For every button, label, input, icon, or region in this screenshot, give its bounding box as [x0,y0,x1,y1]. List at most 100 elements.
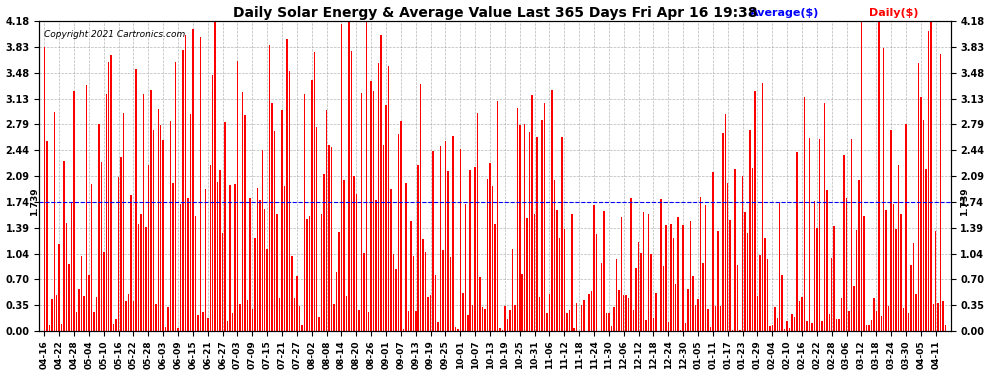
Bar [269,45,270,331]
Bar [717,231,719,331]
Bar [121,157,122,331]
Bar [647,214,649,331]
Bar [44,47,46,331]
Bar [195,216,196,331]
Bar [606,313,607,331]
Bar [175,62,176,331]
Bar [791,314,793,331]
Bar [537,137,538,331]
Bar [553,180,555,331]
Bar [641,253,642,331]
Bar [514,305,516,331]
Bar [126,301,127,331]
Bar [405,183,407,331]
Bar [504,306,506,331]
Bar [519,125,521,331]
Bar [53,112,55,331]
Bar [240,304,241,331]
Bar [593,205,595,331]
Bar [247,300,248,331]
Bar [78,289,80,331]
Bar [928,31,929,331]
Bar [727,183,729,331]
Bar [712,172,714,331]
Bar [771,325,773,331]
Bar [910,265,912,331]
Bar [279,298,280,331]
Bar [829,314,830,331]
Bar [860,21,862,331]
Bar [873,298,874,331]
Bar [301,325,303,331]
Bar [106,94,107,331]
Bar [687,289,689,331]
Bar [237,61,239,331]
Bar [633,310,635,331]
Bar [601,263,602,331]
Bar [472,305,473,331]
Bar [370,81,372,331]
Bar [672,238,674,331]
Bar [235,184,236,331]
Bar [489,163,491,331]
Bar [365,21,367,331]
Bar [756,297,758,331]
Bar [430,295,432,331]
Bar [256,188,258,331]
Bar [814,201,815,331]
Bar [502,330,503,331]
Bar [438,322,439,331]
Bar [358,310,359,331]
Bar [261,150,263,331]
Bar [863,216,864,331]
Bar [271,103,273,331]
Bar [180,204,181,331]
Bar [903,308,904,331]
Bar [675,284,676,331]
Bar [544,104,545,331]
Bar [289,70,290,331]
Bar [900,214,902,331]
Bar [563,228,565,331]
Bar [254,238,255,331]
Bar [326,110,328,331]
Bar [242,92,244,331]
Bar [464,204,466,331]
Bar [573,328,575,331]
Bar [890,130,892,331]
Bar [636,268,637,331]
Text: Copyright 2021 Cartronics.com: Copyright 2021 Cartronics.com [44,30,185,39]
Bar [276,214,278,331]
Bar [621,217,622,331]
Bar [227,321,229,331]
Bar [363,253,364,331]
Bar [68,264,70,331]
Bar [469,170,471,331]
Bar [591,291,592,331]
Bar [558,238,560,331]
Bar [781,275,783,331]
Bar [507,319,508,331]
Bar [499,328,501,331]
Bar [883,48,884,331]
Bar [744,212,745,331]
Bar [111,55,112,331]
Bar [58,244,60,331]
Text: 1.739: 1.739 [959,188,968,216]
Bar [368,312,369,331]
Bar [459,149,461,331]
Bar [905,124,907,331]
Bar [766,259,768,331]
Bar [662,266,664,331]
Bar [232,313,234,331]
Bar [155,304,156,331]
Bar [692,276,694,331]
Bar [759,255,760,331]
Bar [774,307,775,331]
Bar [786,321,788,331]
Bar [264,209,265,331]
Bar [146,227,147,331]
Title: Daily Solar Energy & Average Value Last 365 Days Fri Apr 16 19:38: Daily Solar Energy & Average Value Last … [233,6,757,20]
Bar [380,35,382,331]
Bar [474,167,476,331]
